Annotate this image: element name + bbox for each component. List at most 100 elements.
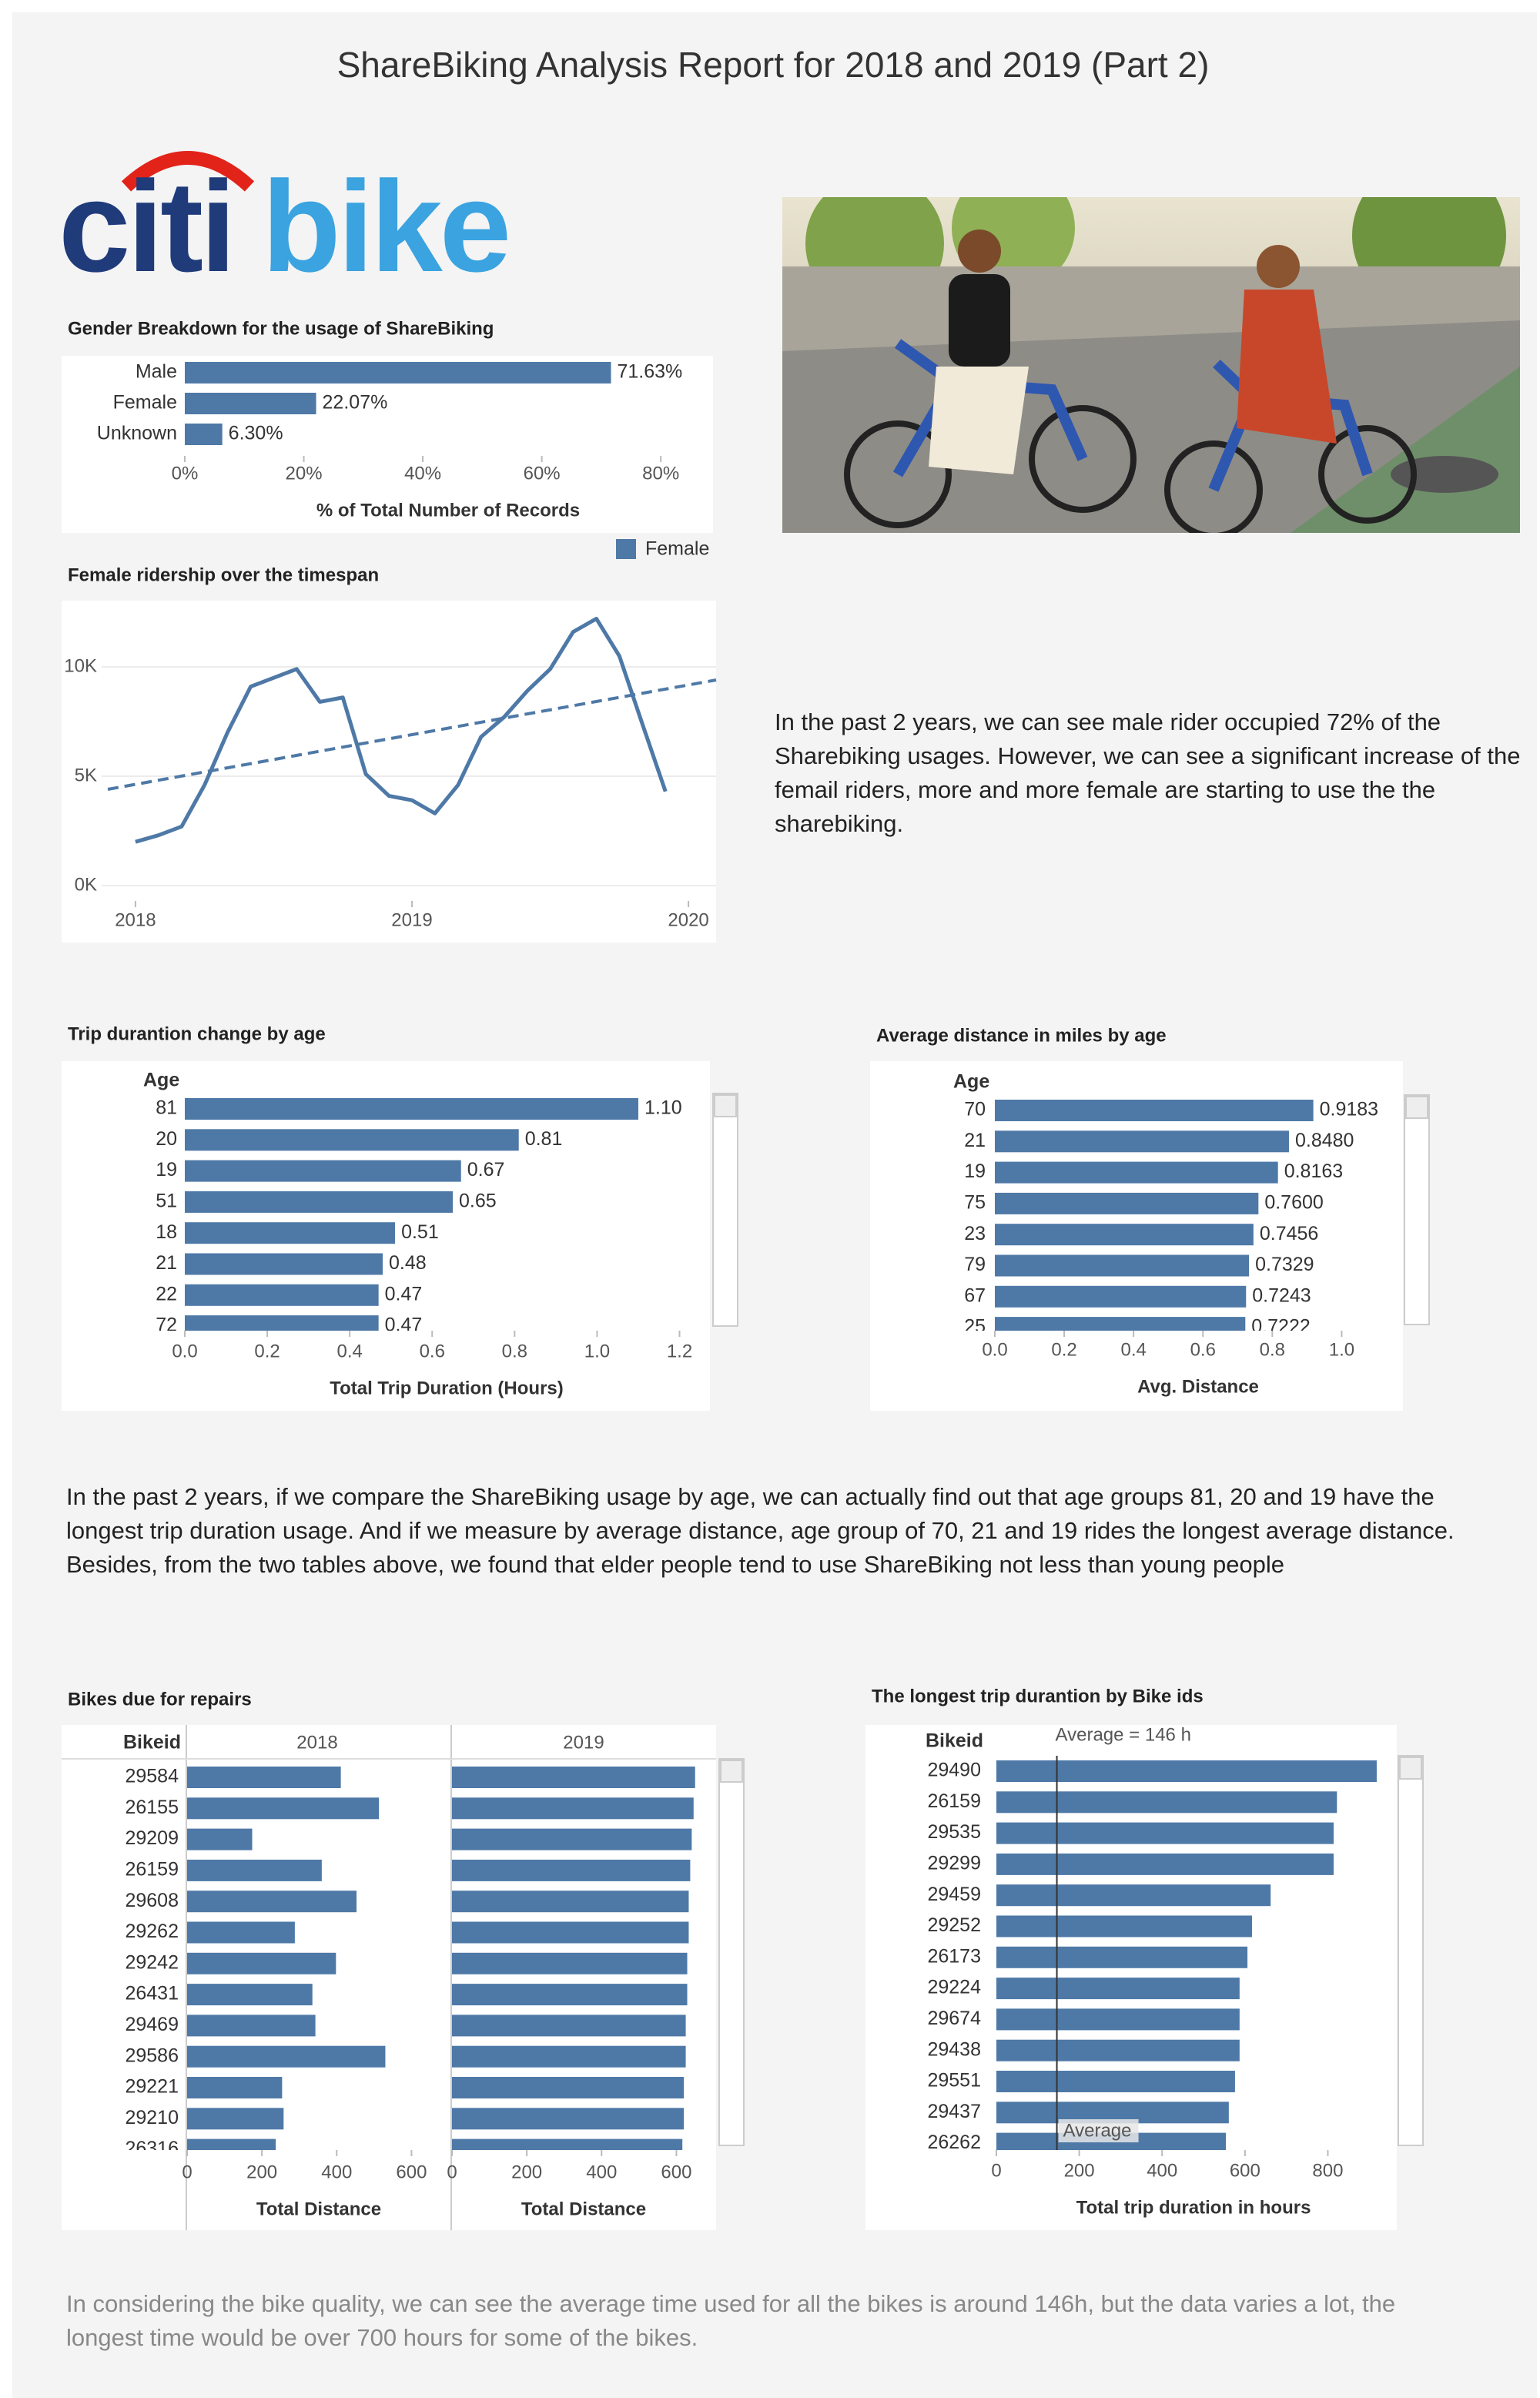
category-label: 18 [156, 1221, 177, 1243]
x-tick-label: 2019 [391, 909, 432, 930]
reference-short-label: Average [1063, 2120, 1132, 2141]
category-label: Male [136, 361, 177, 383]
bar [185, 1098, 638, 1120]
scrollbar [1404, 1094, 1430, 1325]
x-axis-title: Total Distance [521, 2199, 646, 2219]
category-label: 29469 [125, 2014, 179, 2035]
category-label: 29224 [927, 1977, 981, 1998]
bar [187, 2015, 316, 2037]
scrollbar [718, 1758, 745, 2146]
value-label: 0.8163 [1284, 1160, 1343, 1182]
bar [185, 393, 316, 414]
photo-manhole [1391, 456, 1498, 493]
x-axis-title: Avg. Distance [1137, 1376, 1259, 1397]
page-title: ShareBiking Analysis Report for 2018 and… [337, 45, 1210, 85]
category-label: 29584 [125, 1766, 179, 1787]
category-header: Bikeid [123, 1732, 181, 1753]
x-tick-label: 0% [172, 463, 199, 484]
category-label: 26431 [125, 1983, 179, 2004]
bar [185, 1129, 519, 1151]
category-label: 29438 [927, 2038, 981, 2060]
logo-right: bike [262, 154, 508, 299]
x-tick-label: 0.0 [172, 1341, 197, 1361]
scrollbar-thumb [720, 1760, 743, 1783]
scrollbar-thumb [714, 1094, 737, 1117]
bar [452, 1921, 689, 1944]
bar [995, 1161, 1278, 1184]
bar [185, 424, 223, 445]
bar [995, 1192, 1259, 1214]
value-label: 0.7243 [1252, 1284, 1311, 1306]
bar [452, 1859, 691, 1881]
category-label: 29221 [125, 2076, 179, 2098]
logo-arc [121, 151, 255, 192]
x-tick-label: 0.2 [254, 1341, 280, 1361]
category-label: 70 [964, 1099, 986, 1120]
value-label: 0.47 [385, 1283, 423, 1304]
bar [452, 1891, 689, 1913]
bar [995, 1285, 1247, 1308]
x-tick-label: 0 [991, 2160, 1001, 2181]
category-label: 26155 [125, 1797, 179, 1818]
category-label: 26262 [927, 2132, 981, 2153]
scrollbar [712, 1093, 738, 1327]
bar [185, 1160, 461, 1182]
x-tick-label: 1.0 [584, 1341, 610, 1361]
panel-header: 2019 [563, 1732, 604, 1753]
x-tick-label: 600 [661, 2162, 691, 2182]
paragraph: In considering the bike quality, we can … [66, 2290, 1396, 2351]
x-tick-label: 400 [1147, 2160, 1177, 2181]
panel-header: 2018 [296, 1732, 337, 1753]
x-tick-label: 2018 [115, 909, 156, 930]
chart-background [62, 356, 713, 533]
x-tick-label: 0.8 [1260, 1339, 1285, 1360]
photo-wheel [1318, 425, 1417, 524]
category-label: 81 [156, 1097, 177, 1119]
bar [995, 1130, 1289, 1153]
x-tick-label: 0.4 [336, 1341, 362, 1361]
category-label: 26159 [927, 1790, 981, 1812]
category-label: 67 [964, 1284, 986, 1306]
category-label: 23 [964, 1223, 986, 1244]
category-label: 29586 [125, 2045, 179, 2066]
category-label: 20 [156, 1128, 177, 1150]
x-tick-label: 0.8 [502, 1341, 527, 1361]
scrollbar-thumb [1399, 1757, 1422, 1780]
x-tick-label: 20% [286, 463, 323, 484]
value-label: 0.81 [525, 1128, 563, 1150]
value-label: 0.7456 [1260, 1223, 1318, 1244]
x-tick-label: 0 [182, 2162, 192, 2182]
x-tick-label: 600 [396, 2162, 427, 2182]
paragraph: In the past 2 years, we can see male rid… [775, 708, 1521, 837]
category-label: 29459 [927, 1884, 981, 1905]
x-tick-label: 1.2 [667, 1341, 692, 1361]
category-label: 29490 [927, 1760, 981, 1781]
category-label: 72 [156, 1315, 177, 1336]
bar [452, 2077, 685, 2098]
chart-title: Female ridership over the timespan [68, 564, 379, 585]
value-label: 0.67 [467, 1159, 505, 1181]
value-label: 0.48 [389, 1252, 427, 1274]
category-label: 19 [964, 1160, 986, 1182]
value-label: 6.30% [229, 423, 283, 444]
category-label: 25 [964, 1316, 986, 1338]
bar [185, 1284, 379, 1306]
x-tick-label: 40% [404, 463, 441, 484]
bar-rows: Male Female Unknown 71.63% 22.07% 6.30% [97, 361, 682, 445]
reference-label: Average = 146 h [1056, 1724, 1191, 1745]
value-label: 0.51 [401, 1221, 439, 1243]
reference-label-box [1058, 2119, 1139, 2142]
bar [452, 2138, 683, 2150]
category-label: 29262 [125, 1921, 179, 1942]
value-label: 0.47 [385, 1315, 423, 1336]
chart-title: Gender Breakdown for the usage of ShareB… [68, 318, 494, 339]
bar [996, 1853, 1334, 1875]
bar [185, 1222, 396, 1244]
bar [996, 2008, 1240, 2031]
category-label: 29608 [125, 1890, 179, 1911]
category-label: 79 [964, 1254, 986, 1275]
x-tick-label: 0.2 [1051, 1339, 1076, 1360]
category-label: 21 [964, 1130, 986, 1151]
